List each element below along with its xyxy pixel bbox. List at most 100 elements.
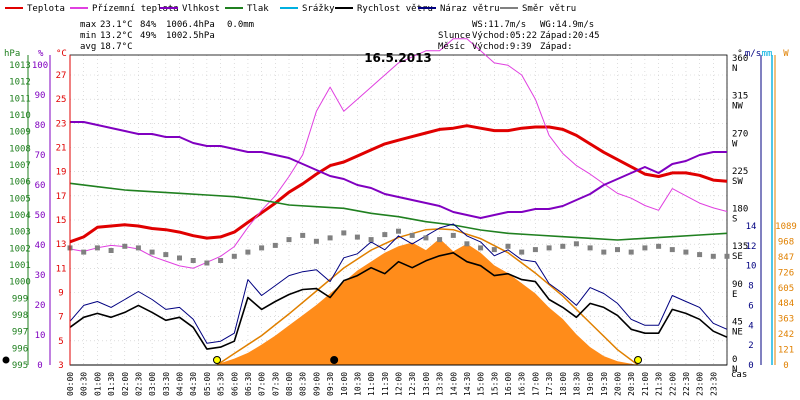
x-tick-label: 14:30	[463, 372, 472, 396]
x-tick-label: 20:30	[627, 372, 636, 396]
x-tick-label: 02:30	[134, 372, 143, 396]
x-tick-label: 13:00	[422, 372, 431, 396]
axis-percent-tick: 10	[35, 331, 46, 341]
axis-hpa-tick: 1008	[9, 144, 31, 154]
axis-degrees-tick: 180	[732, 205, 748, 215]
theoretical-radiation-line	[216, 228, 639, 366]
axis-ms-tick: 12	[746, 242, 757, 252]
axis-wm2-tick: 484	[778, 299, 794, 309]
axis-ms-tick: 4	[748, 321, 753, 331]
axes: hPa9959969979989991000100110021003100410…	[4, 49, 797, 396]
x-tick-label: 01:00	[93, 372, 102, 396]
axis-compass-tick: SW	[732, 177, 743, 187]
x-tick-label: 04:30	[189, 372, 198, 396]
x-tick-label: 10:30	[353, 372, 362, 396]
wind-direction-point	[108, 248, 114, 253]
series-line-teplota	[69, 124, 728, 244]
wind-direction-point	[615, 247, 620, 253]
x-tick-label: 06:00	[230, 372, 239, 396]
axis-hpa-tick: 1006	[9, 178, 31, 188]
x-tick-label: 21:30	[655, 372, 664, 396]
wind-direction-point	[396, 228, 401, 234]
wind-speed: WS:11.7m/s	[472, 20, 526, 30]
stats-avg-label: avg	[80, 42, 96, 52]
axis-hpa-tick: 1007	[9, 161, 31, 171]
series-line-tlak	[69, 182, 728, 241]
x-tick-label: 16:00	[504, 372, 513, 396]
axis-hpa-tick: 1010	[9, 111, 31, 121]
axis-hpa-tick: 996	[12, 344, 28, 354]
axis-percent-tick: 80	[35, 121, 46, 131]
wind-direction-point	[601, 249, 607, 255]
axis-percent-tick: 20	[35, 301, 46, 311]
x-tick-label: 19:30	[600, 372, 609, 396]
wind-direction-point	[519, 249, 525, 255]
marker-východ-měsíce	[330, 356, 339, 364]
axis-degrees-tick: 225	[732, 167, 748, 177]
x-tick-label: 09:30	[326, 372, 335, 396]
axis-celsius-tick: 23	[56, 119, 67, 129]
marker-západ-slunce	[634, 356, 643, 364]
wind-direction-point	[560, 243, 566, 249]
x-tick-label: 15:00	[477, 372, 486, 396]
legend-item: Vlhkost	[182, 4, 220, 14]
axis-celsius-tick: 15	[56, 216, 67, 226]
axis-compass-tick: N	[732, 64, 737, 74]
axis-compass-tick: NE	[732, 327, 743, 337]
axis-hpa-tick: 1003	[9, 228, 31, 238]
axis-wm2-tick: 121	[778, 346, 794, 356]
axis-hpa-tick: 998	[12, 311, 28, 321]
axis-ms-tick: 8	[748, 282, 753, 292]
series-lines	[2, 38, 730, 364]
x-tick-label: 17:00	[531, 372, 540, 396]
wind-direction-point	[245, 249, 251, 255]
marker-moon-left	[2, 356, 10, 364]
axis-hpa-tick: 995	[12, 361, 28, 371]
wind-direction-point	[573, 241, 579, 247]
stats-max-temp: 23.1°C	[100, 20, 133, 30]
wind-direction-point	[656, 243, 662, 249]
wind-direction-point	[464, 241, 470, 247]
axis-celsius-tick: 9	[58, 289, 63, 299]
axis-celsius-tick: 21	[56, 144, 67, 154]
x-tick-label: 03:30	[162, 372, 171, 396]
wind-direction-point	[710, 253, 716, 259]
axis-percent-tick: 40	[35, 241, 46, 251]
axis-hpa-tick: 997	[12, 328, 28, 338]
x-tick-label: 00:00	[66, 372, 75, 396]
axis-celsius-tick: 25	[56, 95, 67, 105]
legend-item: Tlak	[247, 4, 269, 14]
legend-item: Směr větru	[522, 4, 576, 14]
x-tick-label: 06:30	[244, 372, 253, 396]
stats-min-temp: 13.2°C	[100, 31, 133, 41]
x-tick-label: 08:30	[299, 372, 308, 396]
series-line-přízemní-teplota	[69, 38, 728, 269]
stats-avg-temp: 18.7°C	[100, 42, 133, 52]
axis-compass-tick: W	[732, 139, 738, 149]
legend-item: Přízemní teplota	[92, 4, 179, 14]
wind-direction-point	[423, 235, 429, 241]
axis-celsius-label: °C	[56, 49, 67, 59]
x-tick-label: 11:30	[381, 372, 390, 396]
wind-direction-point	[204, 260, 210, 266]
chart-title: 16.5.2013	[364, 51, 432, 65]
x-tick-label: 04:00	[176, 372, 185, 396]
axis-degrees-label: °	[737, 49, 742, 59]
axis-percent-tick: 0	[37, 361, 42, 371]
x-tick-label: 09:00	[312, 372, 321, 396]
axis-degrees-tick: 270	[732, 129, 748, 139]
solar-radiation-area	[70, 238, 727, 365]
sun-label: Slunce	[438, 31, 471, 41]
x-tick-label: 07:00	[258, 372, 267, 396]
wind-direction-point	[437, 237, 443, 243]
axis-hpa-tick: 1011	[9, 94, 31, 104]
series-line-náraz-větru	[69, 223, 728, 344]
x-tick-label: 19:00	[586, 372, 595, 396]
axis-hpa-tick: 1009	[9, 128, 31, 138]
x-tick-label: 12:30	[408, 372, 417, 396]
wind-direction-point	[231, 253, 237, 259]
wind-gust: WG:14.9m/s	[540, 20, 594, 30]
axis-hpa-tick: 1013	[9, 61, 31, 71]
x-tick-label: 05:00	[203, 372, 212, 396]
